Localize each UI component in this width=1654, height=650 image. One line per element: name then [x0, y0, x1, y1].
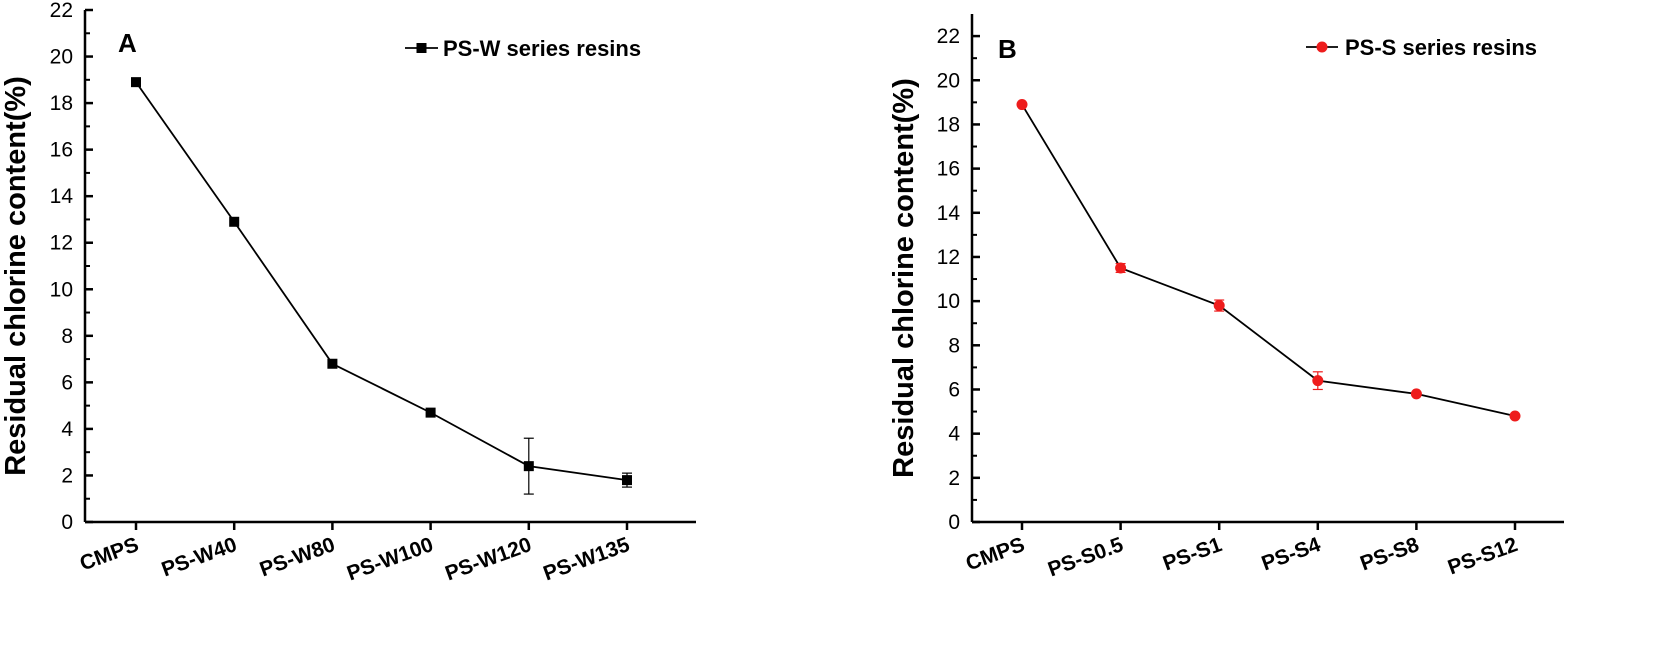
y-tick-label: 4	[948, 423, 960, 446]
panel-label: B	[998, 34, 1017, 64]
y-tick-label: 10	[50, 278, 73, 301]
data-point	[1016, 99, 1028, 111]
legend: PS-W series resins	[405, 36, 641, 61]
x-tick-label: PS-S12	[1445, 533, 1521, 579]
y-tick-label: 10	[937, 290, 960, 313]
data-point	[1115, 262, 1127, 274]
data-point	[229, 216, 240, 227]
x-tick-label: PS-S1	[1160, 533, 1225, 575]
x-tick-label: PS-S4	[1259, 533, 1324, 575]
data-point	[1312, 375, 1324, 387]
y-tick-label: 20	[937, 69, 960, 92]
y-axis-title: Residual chlorine content(%)	[0, 76, 32, 476]
series-line	[1021, 104, 1516, 417]
y-tick-label: 14	[50, 185, 74, 208]
legend: PS-S series resins	[1306, 35, 1537, 60]
data-point	[1509, 410, 1521, 422]
x-tick-label: PS-W135	[540, 533, 633, 585]
legend-label: PS-S series resins	[1345, 35, 1537, 60]
x-tick-label: CMPS	[963, 533, 1028, 575]
data-point	[327, 358, 338, 369]
y-axis-title: Residual chlorine content(%)	[888, 78, 920, 478]
data-point	[1410, 388, 1422, 400]
data-point	[425, 407, 436, 418]
y-tick-label: 2	[61, 464, 73, 487]
x-tick-label: PS-S0.5	[1045, 533, 1127, 581]
y-tick-label: 8	[948, 334, 960, 357]
chart-panel-b: 0 2 4 6 8 10 12 14 16 18 20 22 CMPS PS-S0.5 PS-S1 PS-S4…	[888, 14, 1564, 581]
data-point	[622, 475, 632, 486]
y-tick-label: 14	[937, 202, 961, 225]
x-tick-label: PS-W120	[442, 533, 534, 585]
y-tick-label: 6	[61, 371, 73, 394]
y-tick-label: 12	[50, 232, 73, 255]
y-tick-label: 20	[50, 46, 73, 69]
y-tick-label: 0	[61, 511, 73, 534]
series-line	[135, 81, 628, 482]
x-tick-label: PS-S8	[1357, 533, 1422, 575]
y-tick-label: 2	[948, 467, 960, 490]
data-point	[523, 461, 534, 472]
legend-label: PS-W series resins	[443, 36, 641, 61]
y-tick-label: 16	[50, 139, 73, 162]
y-tick-label: 18	[937, 113, 960, 136]
x-tick-label: CMPS	[77, 533, 142, 575]
data-point	[131, 77, 141, 88]
legend-marker	[1316, 41, 1328, 53]
y-tick-label: 22	[50, 0, 73, 22]
data-point	[1213, 300, 1225, 312]
y-tick-label: 16	[937, 158, 960, 181]
legend-marker	[416, 43, 427, 53]
x-tick-label: PS-W100	[344, 533, 436, 585]
x-tick-label: PS-W40	[159, 533, 240, 581]
y-tick-label: 8	[61, 325, 73, 348]
y-tick-label: 4	[61, 418, 73, 441]
y-tick-label: 12	[937, 246, 960, 269]
panel-label: A	[118, 28, 137, 58]
y-tick-label: 22	[937, 25, 960, 48]
y-tick-label: 0	[948, 511, 960, 534]
y-tick-label: 18	[50, 92, 73, 115]
y-tick-label: 6	[948, 378, 960, 401]
x-tick-label: PS-W80	[257, 533, 338, 581]
